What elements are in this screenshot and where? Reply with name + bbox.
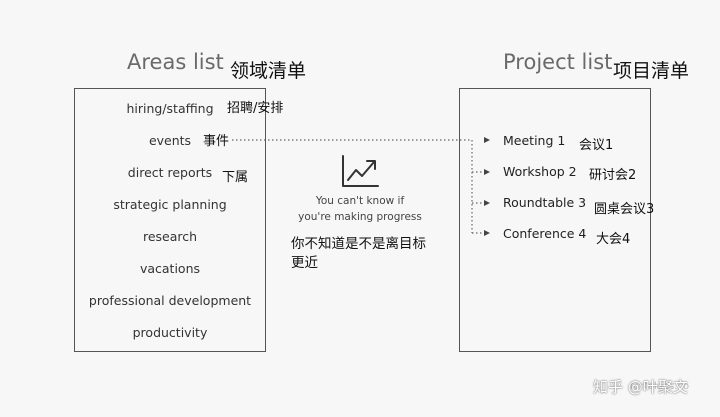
progress-caption-line: you're making progress (298, 211, 422, 223)
zhihu-watermark: 知乎 @叶聚文 (593, 378, 688, 396)
faint-watermark: fortelabs.co (630, 381, 690, 392)
progress-caption-zh-line: 更近 (291, 255, 318, 271)
progress-caption-line: You can't know if (315, 195, 405, 207)
project-item-zh: 会议1 (579, 138, 614, 153)
project-item-zh: 大会4 (596, 232, 631, 247)
arrowhead (484, 230, 490, 236)
projects-title-zh: 项目清单 (613, 60, 690, 82)
trending-up-chart-icon (342, 155, 379, 187)
area-item: direct reports (127, 165, 213, 180)
areas-title: Areas list (127, 50, 224, 74)
arrowhead (484, 169, 490, 175)
project-item: Roundtable 3 (503, 195, 587, 210)
project-item: Conference 4 (503, 226, 587, 241)
project-item: Workshop 2 (503, 164, 577, 179)
area-note-zh: 招聘/安排 (227, 101, 284, 116)
area-item: events (148, 133, 192, 148)
project-item-zh: 圆桌会议3 (594, 202, 655, 217)
arrowhead (484, 137, 490, 143)
progress-caption-zh: 你不知道是不是离目标 更近 (291, 235, 451, 273)
progress-caption-zh-line: 你不知道是不是离目标 (291, 236, 426, 252)
areas-title-zh: 领域清单 (230, 60, 307, 82)
area-item: professional development (88, 293, 252, 308)
area-note-zh: 事件 (203, 134, 230, 149)
project-item-zh: 研讨会2 (589, 168, 637, 183)
project-item: Meeting 1 (503, 133, 566, 148)
arrowhead (484, 200, 490, 206)
areas-list-box: hiring/staffing events direct reports st… (74, 88, 266, 352)
project-list-box (459, 88, 651, 352)
area-item: productivity (132, 325, 208, 340)
area-item: strategic planning (113, 197, 227, 212)
area-item: research (142, 229, 198, 244)
area-item: vacations (139, 261, 201, 276)
area-item: hiring/staffing (126, 101, 214, 116)
projects-title: Project list (503, 50, 613, 74)
progress-caption: You can't know if you're making progress (285, 193, 435, 225)
area-note-zh: 下属 (222, 170, 249, 185)
